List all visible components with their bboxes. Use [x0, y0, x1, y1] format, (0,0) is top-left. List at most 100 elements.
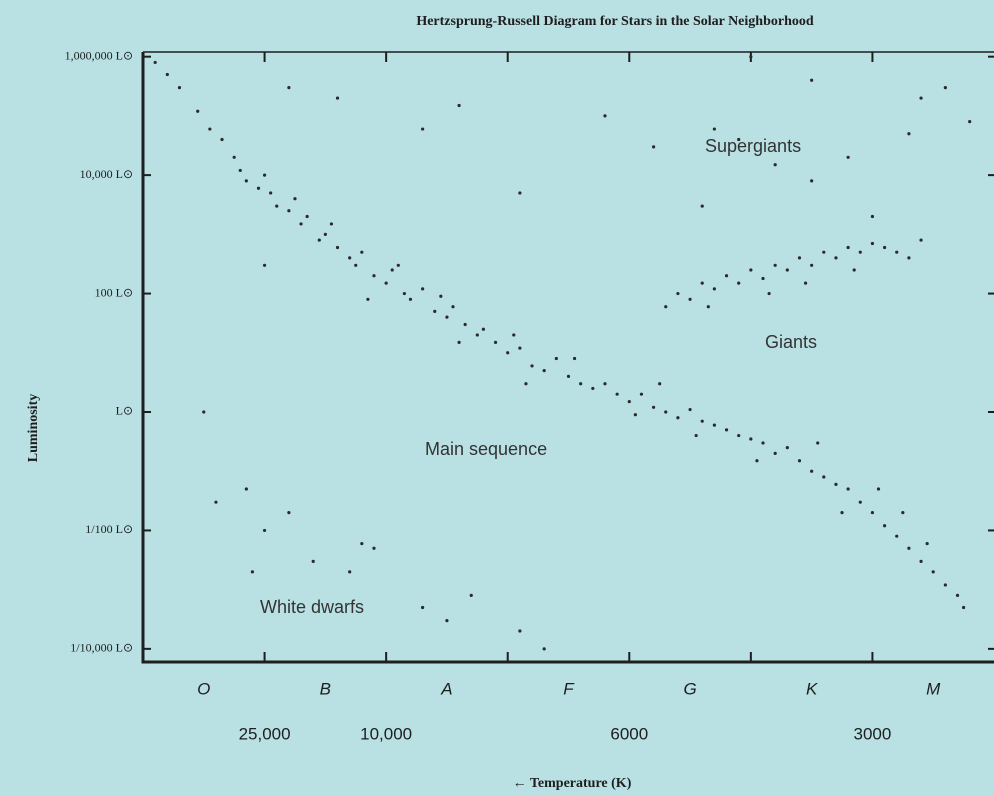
star	[335, 96, 340, 100]
star	[421, 127, 425, 131]
star	[846, 155, 850, 159]
star	[749, 437, 753, 441]
star	[785, 446, 789, 450]
star	[366, 297, 370, 301]
star	[773, 451, 777, 455]
star	[664, 305, 668, 309]
star	[797, 256, 802, 260]
star	[955, 593, 960, 597]
star	[700, 281, 704, 285]
star	[287, 511, 291, 515]
star	[250, 570, 255, 574]
star	[652, 405, 656, 409]
star	[372, 546, 376, 550]
star	[907, 256, 911, 260]
star	[767, 291, 771, 296]
star	[925, 541, 929, 546]
star	[445, 619, 449, 623]
y-tick-label: 1/100 L⊙	[85, 522, 133, 536]
star	[360, 250, 364, 254]
star	[803, 281, 808, 285]
star	[287, 209, 291, 213]
star	[232, 155, 236, 159]
star	[348, 570, 352, 574]
star	[822, 250, 826, 254]
star	[633, 413, 637, 417]
star	[822, 475, 826, 479]
star	[919, 96, 923, 100]
spectral-class-label: B	[320, 679, 331, 698]
star	[603, 382, 607, 386]
star	[481, 327, 485, 331]
star	[287, 86, 291, 90]
y-tick-label: 10,000 L⊙	[80, 167, 133, 181]
star	[262, 263, 267, 267]
star	[639, 392, 644, 396]
star	[919, 238, 923, 242]
star	[390, 268, 394, 272]
star	[755, 459, 759, 463]
star	[724, 428, 729, 432]
star	[323, 232, 327, 236]
star	[907, 546, 911, 550]
star	[962, 605, 966, 610]
star	[852, 268, 856, 272]
star	[518, 346, 522, 350]
star	[591, 386, 595, 391]
spectral-class-label: G	[683, 679, 696, 698]
star	[317, 238, 321, 242]
star	[360, 541, 364, 546]
x-tick-label: 10,000	[360, 724, 412, 743]
star	[895, 534, 899, 538]
star	[475, 333, 479, 337]
star	[615, 392, 619, 396]
star	[773, 163, 777, 167]
star	[652, 145, 656, 149]
x-axis-label: ← Temperature (K)	[513, 776, 632, 791]
star	[354, 263, 358, 267]
star	[712, 127, 716, 131]
star	[870, 511, 875, 515]
star	[810, 179, 814, 183]
spectral-class-label: O	[197, 679, 210, 698]
star	[530, 364, 534, 368]
star	[858, 500, 862, 504]
star	[901, 511, 905, 515]
star	[712, 423, 716, 427]
star	[724, 274, 729, 278]
star	[882, 524, 887, 528]
star	[834, 482, 838, 486]
star	[293, 197, 297, 201]
star	[797, 459, 802, 463]
star	[269, 191, 273, 195]
spectral-class-label: M	[926, 679, 941, 698]
star	[676, 416, 680, 420]
star	[761, 276, 765, 281]
star	[676, 291, 680, 296]
star	[202, 410, 206, 414]
star	[737, 433, 741, 438]
star	[846, 245, 850, 250]
star	[737, 281, 741, 285]
star	[421, 605, 425, 610]
spectral-class-label: K	[806, 679, 818, 698]
star	[451, 305, 455, 309]
star	[554, 356, 558, 361]
star	[238, 168, 242, 173]
star	[943, 86, 947, 90]
star	[335, 245, 340, 250]
star	[421, 287, 425, 291]
star	[408, 297, 413, 301]
star	[396, 263, 400, 267]
y-axis-label: Luminosity	[26, 394, 41, 462]
star	[810, 263, 814, 267]
star	[566, 374, 571, 378]
star	[572, 356, 577, 361]
star	[256, 186, 261, 190]
star	[299, 222, 303, 226]
star	[810, 469, 814, 473]
star	[402, 291, 406, 296]
star	[518, 629, 522, 633]
